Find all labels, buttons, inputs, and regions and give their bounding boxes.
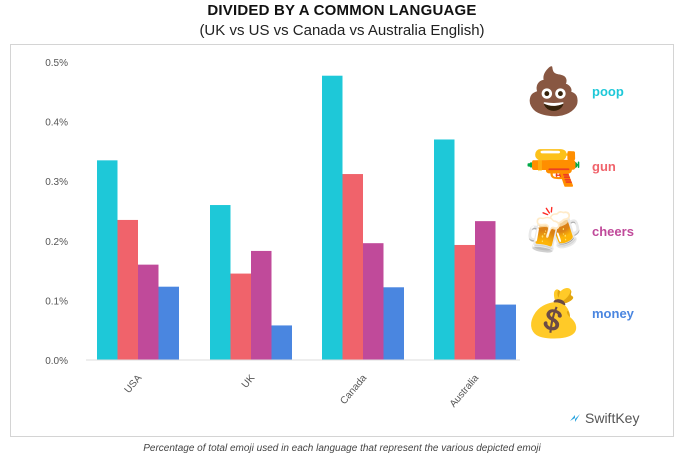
y-tick-label: 0.4%: [45, 118, 68, 129]
bar-uk-cheers: [251, 250, 272, 360]
bar-australia-money: [495, 304, 516, 360]
bar-usa-cheers: [138, 264, 159, 360]
y-tick-label: 0.0%: [45, 356, 68, 367]
bar-uk-gun: [230, 273, 251, 360]
y-tick-label: 0.1%: [45, 296, 68, 307]
bar-uk-poop: [210, 205, 231, 360]
legend-item-poop: 💩 poop: [524, 64, 624, 118]
chart-title: DIVIDED BY A COMMON LANGUAGE: [207, 2, 477, 19]
bar-canada-gun: [342, 174, 363, 360]
legend-item-cheers: 🍻 cheers: [524, 208, 634, 254]
bar-usa-poop: [97, 160, 118, 360]
x-tick-label: UK: [240, 373, 258, 391]
swiftkey-logo: SwiftKey: [568, 410, 639, 426]
y-tick-label: 0.2%: [45, 237, 68, 248]
legend-label: cheers: [592, 223, 634, 239]
legend-item-money: 💰 money: [524, 290, 634, 336]
bar-australia-gun: [454, 244, 475, 360]
poop-icon: 💩: [525, 64, 583, 118]
chart-caption: Percentage of total emoji used in each l…: [143, 443, 541, 454]
logo-text: SwiftKey: [585, 410, 640, 426]
bar-australia-poop: [434, 139, 455, 360]
y-tick-label: 0.3%: [45, 177, 68, 188]
x-tick-label: USA: [123, 373, 145, 396]
bar-canada-money: [383, 287, 404, 360]
chart-subtitle: (UK vs US vs Canada vs Australia English…: [199, 22, 485, 39]
legend-label: gun: [592, 158, 616, 174]
bars-group: [97, 75, 516, 360]
money-bag-icon: 💰: [525, 286, 583, 340]
beer-mugs-icon: 🍻: [525, 204, 583, 258]
bar-canada-poop: [322, 75, 343, 360]
swiftkey-icon: [570, 414, 580, 422]
y-axis: 0.0% 0.1% 0.2% 0.3% 0.4% 0.5%: [45, 58, 68, 367]
y-tick-label: 0.5%: [45, 58, 68, 69]
bar-usa-gun: [117, 219, 138, 360]
legend-label: money: [592, 305, 634, 321]
bar-australia-cheers: [475, 221, 496, 360]
x-tick-label: Australia: [448, 373, 482, 410]
x-axis: USA UK Canada Australia: [123, 373, 482, 410]
legend-label: poop: [592, 83, 624, 99]
gun-icon: 🔫: [525, 139, 583, 193]
bar-usa-money: [158, 286, 179, 360]
x-tick-label: Canada: [338, 373, 369, 407]
bar-uk-money: [271, 325, 292, 360]
bar-canada-cheers: [363, 243, 384, 360]
legend-item-gun: 🔫 gun: [524, 139, 616, 193]
